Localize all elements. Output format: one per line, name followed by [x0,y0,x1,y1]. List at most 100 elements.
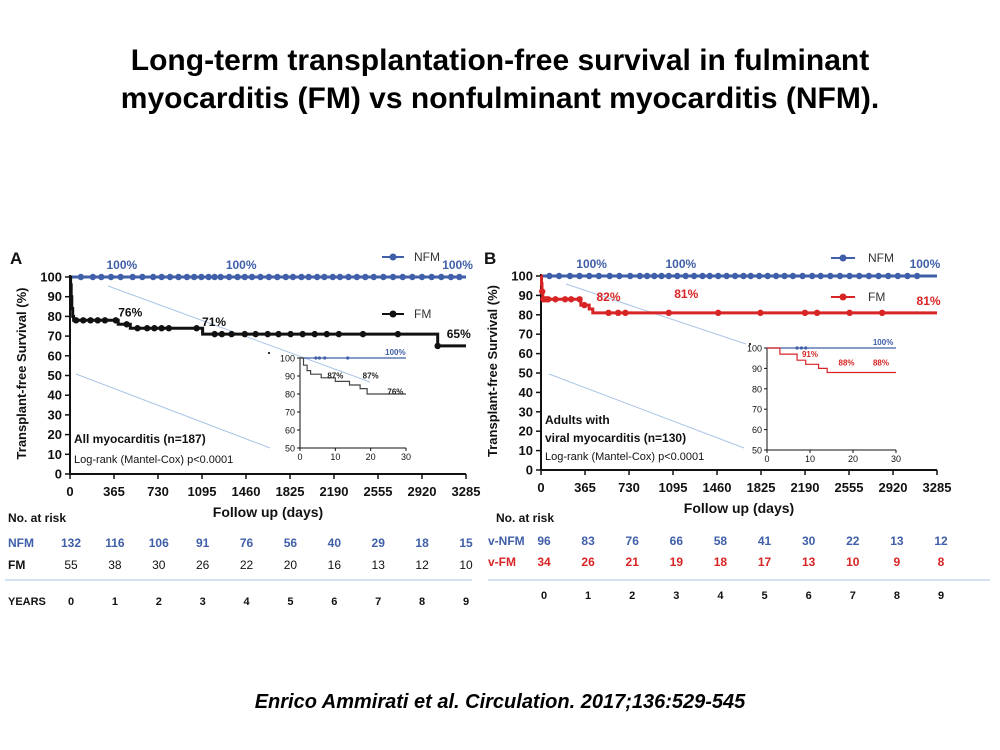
title-line-2: myocarditis (FM) vs nonfulminant myocard… [120,82,880,115]
inset-y-tick-label: 90 [285,372,295,382]
censor-mark [183,273,191,281]
panel-letter: A [10,249,22,268]
censor-mark [636,272,644,280]
inset-x-tick-label: 10 [330,452,340,462]
y-tick-label: 70 [48,329,62,344]
x-tick-label: 2920 [879,480,908,495]
censor-mark [789,272,797,280]
censor-mark [894,272,902,280]
legend-label: FM [414,307,431,321]
y-tick-label: 90 [519,288,533,303]
series-fm: 82% 81% 81% [539,274,941,317]
risk-value: 17 [758,555,772,569]
inset-censor-mark [795,346,799,350]
inset-x-tick-label: 30 [891,454,901,464]
x-tick-label: 2555 [364,484,393,499]
risk-table-title: No. at risk [496,511,554,525]
y-tick-label: 40 [519,385,533,400]
y-tick-label: 50 [519,366,533,381]
y-tick-label: 30 [519,404,533,419]
censor-mark [690,272,698,280]
censor-mark [389,273,397,281]
censor-mark [614,309,622,317]
survival-label: 100% [576,257,607,271]
inset-y-tick-label: 90 [752,364,762,374]
x-tick-label: 730 [618,480,640,495]
censor-mark [345,273,352,281]
censor-mark [731,272,739,280]
inset-label: 100% [873,338,893,347]
title-line-1: Long-term transplantation-free survival … [130,44,870,77]
censor-mark [622,309,629,317]
censor-mark [651,272,658,280]
censor-mark [205,273,212,281]
risk-value: 96 [537,534,551,548]
series-nfm: 100% 100% 100% [70,258,473,281]
risk-value: 22 [240,558,254,572]
censor-mark [799,272,806,280]
y-tick-label: 90 [48,289,62,304]
censor-mark [264,330,271,338]
censor-mark [586,272,593,280]
censor-mark [89,273,97,281]
censor-mark [627,272,634,280]
risk-value: 2 [629,590,635,602]
censor-mark [117,273,124,281]
y-tick-label: 10 [519,443,533,458]
inset-label: 76% [387,388,403,397]
inset-y-tick-label: 80 [285,390,295,400]
series-nfm: 100% 100% 100% [541,257,941,280]
survival-label: 100% [106,258,137,272]
censor-mark [394,330,402,338]
censor-mark [225,273,233,281]
risk-value: 13 [802,555,816,569]
censor-mark [438,273,445,281]
x-tick-label: 730 [147,484,169,499]
risk-value: 16 [328,558,342,572]
risk-value: 6 [806,590,812,602]
panel-letter: B [484,249,496,268]
survival-label: 100% [910,257,941,271]
risk-value: 21 [626,555,640,569]
y-tick-label: 80 [48,309,62,324]
censor-mark [555,272,563,280]
censor-mark [149,273,157,281]
censor-mark [567,296,575,303]
y-tick-label: 10 [48,447,62,462]
y-axis-title: Transplant-free Survival (%) [485,285,500,457]
censor-mark [80,317,87,324]
censor-mark [665,272,672,280]
y-tick-label: 100 [40,270,62,285]
risk-value: 20 [284,558,298,572]
risk-row-label: FM [8,558,25,572]
survival-label: 82% [596,290,620,304]
y-tick-label: 40 [48,388,62,403]
annotation-text: All myocarditis (n=187) [74,432,206,446]
risk-value: 2 [156,596,162,608]
risk-value: 40 [328,536,342,550]
y-tick-label: 30 [48,407,62,422]
censor-mark [265,273,273,281]
inset-chart: 50 60 70 80 90 100 0 10 20 30 100% 91% 88% 88% [747,338,901,464]
censor-mark [723,272,730,280]
risk-value: 22 [846,534,860,548]
risk-value: 66 [670,534,684,548]
risk-value: 55 [64,558,78,572]
risk-value: 106 [149,536,169,550]
risk-value: 0 [541,590,547,602]
inset-censor-mark [804,346,808,350]
x-tick-label: 1460 [232,484,261,499]
annotation-text: Log-rank (Mantel-Cox) p<0.0001 [545,451,704,463]
censor-mark [362,273,369,281]
citation: Enrico Ammirati et al. Circulation. 2017… [254,691,746,713]
censor-mark [875,272,882,280]
survival-label: 71% [202,315,226,329]
inset-chart: 50 60 70 80 90 100 0 10 20 30 100% 87% 87% 76% [268,348,411,462]
censor-mark [813,309,821,317]
censor-mark [595,272,603,280]
inset-label: 87% [327,371,343,380]
censor-mark [561,296,569,303]
risk-value: 116 [105,536,125,550]
